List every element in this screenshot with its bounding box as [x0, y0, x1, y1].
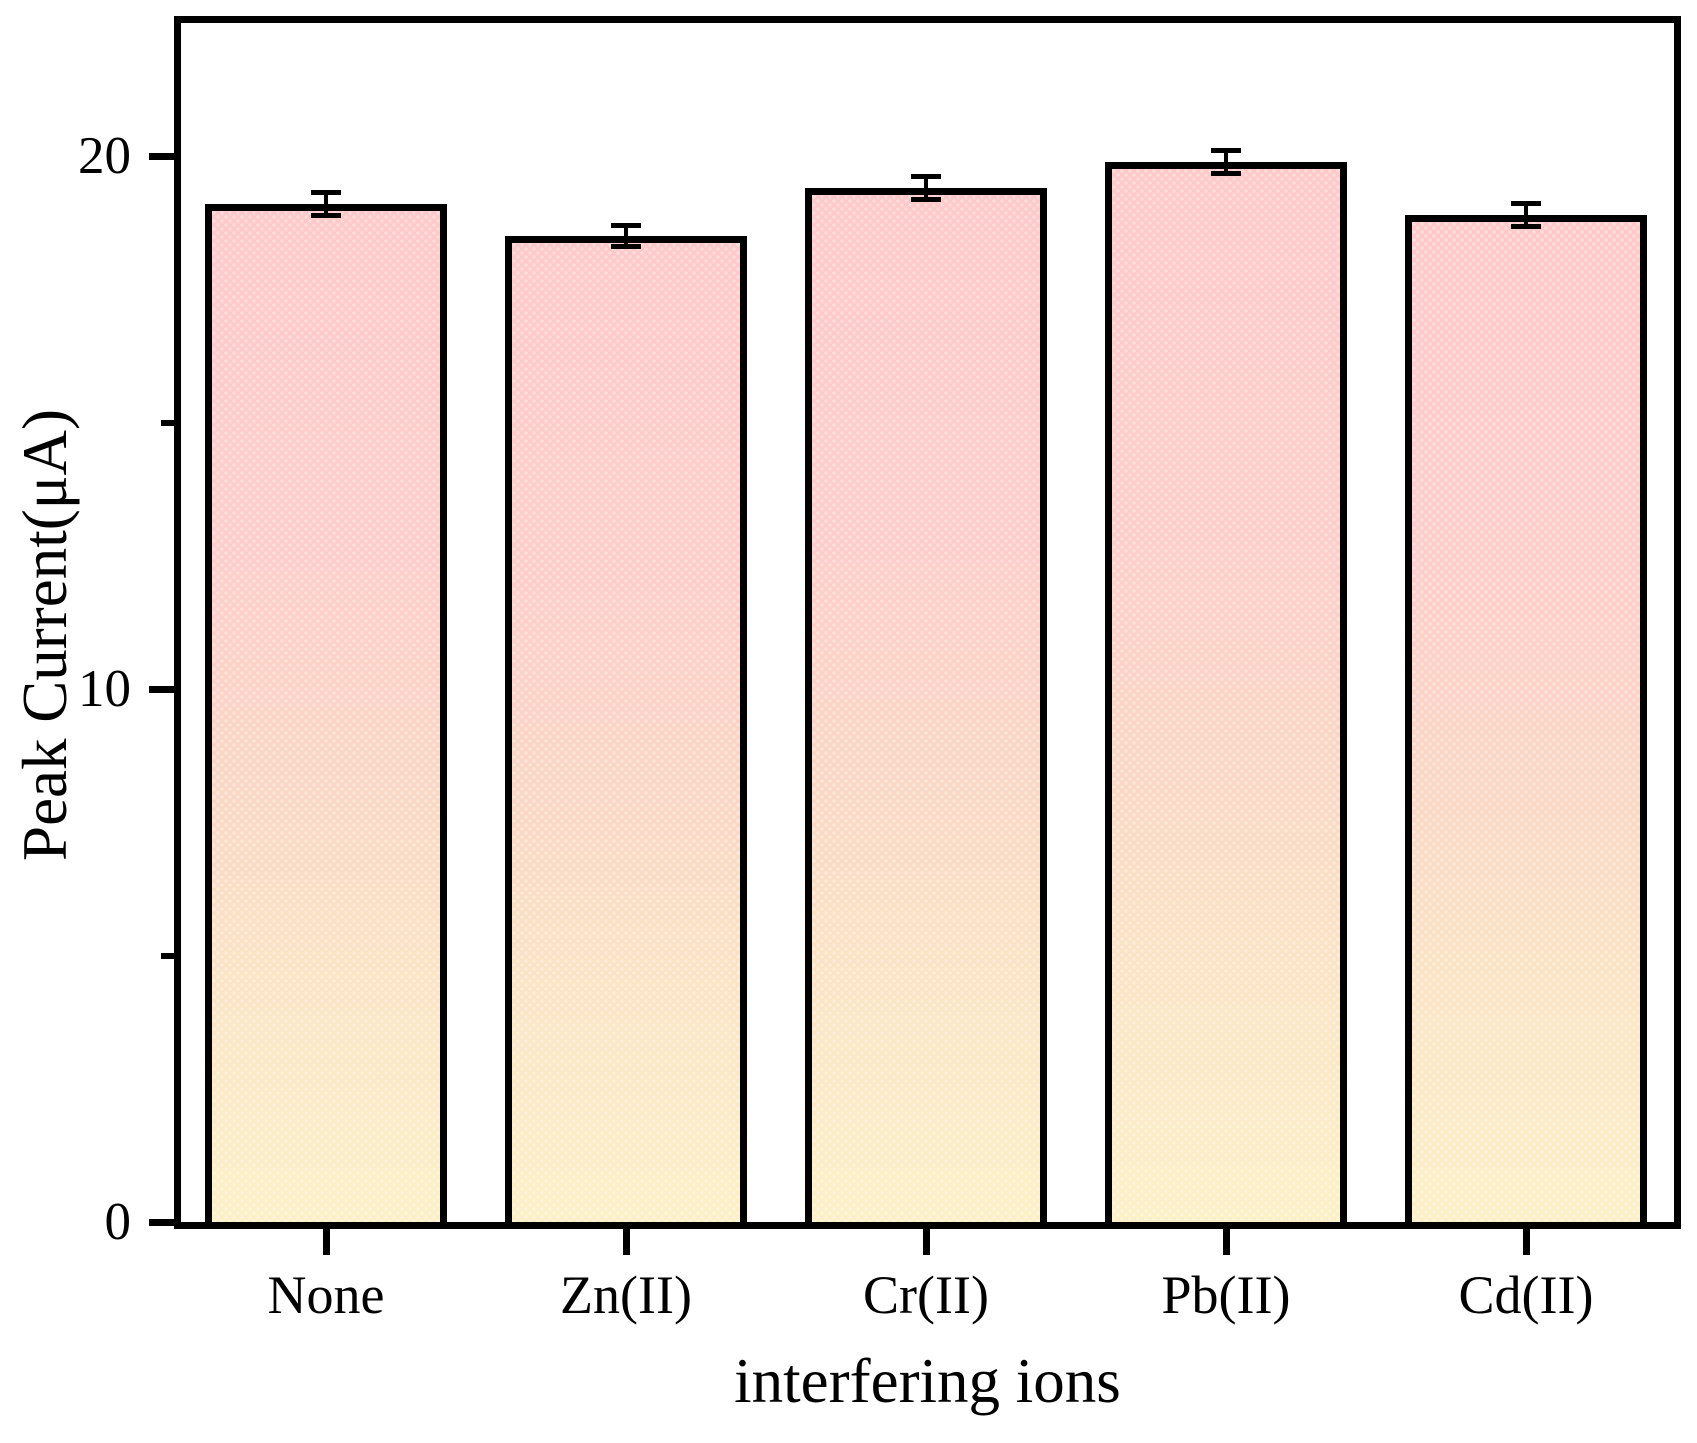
error-bar-line — [1524, 201, 1528, 229]
x-axis-title: interfering ions — [734, 1346, 1121, 1416]
error-bar — [611, 223, 641, 249]
error-bar-line — [1224, 148, 1228, 176]
y-tick-label: 10 — [78, 660, 131, 719]
bar-znii — [505, 236, 747, 1222]
y-tick-label: 20 — [78, 127, 131, 186]
x-tick — [1223, 1229, 1230, 1255]
error-bar-cap-bottom — [1211, 171, 1241, 176]
error-bar-cap-top — [1511, 201, 1541, 206]
x-category-label: Cr(II) — [863, 1265, 989, 1325]
x-tick — [1523, 1229, 1530, 1255]
error-bar-line — [324, 190, 328, 218]
error-bar-cap-bottom — [311, 213, 341, 218]
error-bar-line — [924, 174, 928, 202]
y-axis-title-text: Peak Current(μA) — [10, 409, 80, 861]
x-category-label: None — [267, 1265, 385, 1325]
y-major-tick — [149, 685, 174, 693]
error-bar-cap-top — [1211, 148, 1241, 153]
error-bar-cap-bottom — [611, 244, 641, 249]
error-bar-line — [624, 223, 628, 249]
y-tick-label: 0 — [104, 1193, 132, 1251]
error-bar — [311, 190, 341, 218]
bar-none — [205, 204, 447, 1222]
y-minor-tick — [161, 419, 174, 426]
x-tick — [623, 1229, 630, 1255]
bars-layer — [181, 23, 1674, 1222]
y-major-tick — [149, 1218, 174, 1226]
error-bar — [1511, 201, 1541, 229]
error-bar-cap-bottom — [1511, 224, 1541, 229]
error-bar-cap-top — [611, 223, 641, 228]
error-bar-cap-top — [911, 174, 941, 179]
error-bar — [1211, 148, 1241, 176]
bar-crii — [805, 188, 1047, 1222]
x-category-label: Pb(II) — [1161, 1265, 1291, 1325]
axis-ticks-layer: None Zn(II) Cr(II) Pb(II) Cd(II) 0 10 20 — [78, 23, 1674, 1325]
y-major-tick — [149, 152, 174, 160]
error-bar — [911, 174, 941, 202]
error-bar-cap-bottom — [911, 197, 941, 202]
y-minor-tick — [161, 952, 174, 959]
x-tick — [923, 1229, 930, 1255]
plot-area: None Zn(II) Cr(II) Pb(II) Cd(II) 0 10 20 interf… — [10, 16, 1681, 1416]
x-category-label: Cd(II) — [1458, 1265, 1594, 1325]
error-bar-cap-top — [311, 190, 341, 195]
x-category-label: Zn(II) — [560, 1265, 692, 1325]
x-tick — [323, 1229, 330, 1255]
